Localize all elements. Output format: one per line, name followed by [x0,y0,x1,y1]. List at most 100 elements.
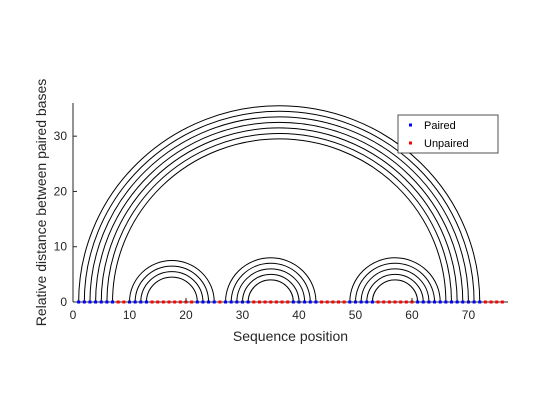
paired-base-marker [144,300,148,304]
pair-arc [145,276,198,303]
pair-arc [78,105,481,303]
pair-arc [371,279,419,303]
paired-base-marker [303,300,307,304]
unpaired-base-marker [382,300,386,304]
unpaired-base-marker [404,300,408,304]
unpaired-base-marker [500,300,504,304]
pair-arc [366,273,424,303]
pair-arc [241,273,300,303]
unpaired-base-marker [376,300,380,304]
pair-arc [140,271,204,303]
paired-base-marker [433,300,437,304]
unpaired-base-marker [325,300,329,304]
unpaired-base-marker [218,300,222,304]
pair-arc [349,257,441,303]
paired-base-marker [416,300,420,304]
pair-arc [236,268,306,303]
paired-base-marker [88,300,92,304]
pair-arc [100,127,458,303]
unpaired-base-marker [116,300,120,304]
y-axis-label: Relative distance between paired bases [33,79,49,327]
unpaired-base-marker [178,300,182,304]
base-markers-group [77,300,504,304]
unpaired-base-marker [190,300,194,304]
paired-base-marker [229,300,233,304]
unpaired-base-marker [150,300,154,304]
paired-base-marker [370,300,374,304]
unpaired-base-marker [122,300,126,304]
x-tick-label: 70 [462,308,476,322]
unpaired-base-marker [489,300,493,304]
unpaired-base-marker [399,300,403,304]
paired-base-marker [455,300,459,304]
x-tick-label: 60 [405,308,419,322]
x-axis-label: Sequence position [233,328,348,344]
paired-base-marker [201,300,205,304]
unpaired-base-marker [269,300,273,304]
unpaired-base-marker [286,300,290,304]
legend-box [397,114,499,154]
paired-base-marker [139,300,143,304]
unpaired-base-marker [342,300,346,304]
paired-base-marker [478,300,482,304]
y-tick-label: 30 [54,129,68,143]
paired-base-marker [99,300,103,304]
y-tick-label: 0 [60,295,67,309]
paired-base-marker [314,300,318,304]
unpaired-base-marker [173,300,177,304]
y-ticks-group: 0 10 20 30 [54,129,77,309]
y-tick-label: 10 [54,240,68,254]
unpaired-base-marker [167,300,171,304]
x-tick-label: 0 [70,308,77,322]
pair-arc [89,116,469,303]
unpaired-base-marker [257,300,261,304]
pair-arc [225,257,317,303]
pair-arc [112,138,447,303]
unpaired-base-marker [393,300,397,304]
paired-base-marker [105,300,109,304]
arcs-group [78,105,481,303]
unpaired-base-marker [387,300,391,304]
x-tick-label: 40 [292,308,306,322]
paired-base-marker [207,300,211,304]
legend-marker-unpaired [409,141,412,145]
unpaired-base-marker [495,300,499,304]
pair-arc [247,279,294,303]
pair-arc [230,262,311,303]
x-tick-label: 50 [349,308,363,322]
paired-base-marker [94,300,98,304]
paired-base-marker [82,300,86,304]
paired-base-marker [461,300,465,304]
pair-arc [354,263,436,303]
paired-base-marker [308,300,312,304]
paired-base-marker [472,300,476,304]
unpaired-base-marker [156,300,160,304]
paired-base-marker [111,300,115,304]
unpaired-base-marker [337,300,341,304]
paired-base-marker [235,300,239,304]
legend: Paired Unpaired [397,114,499,154]
paired-base-marker [246,300,250,304]
paired-base-marker [224,300,228,304]
pair-arc [83,111,475,303]
unpaired-base-marker [274,300,278,304]
unpaired-base-marker [483,300,487,304]
paired-base-marker [450,300,454,304]
unpaired-base-marker [320,300,324,304]
x-tick-label: 30 [236,308,250,322]
pair-arc [360,268,430,303]
paired-base-marker [195,300,199,304]
x-ticks-group: 0 10 20 30 40 50 60 70 [70,298,476,322]
unpaired-base-marker [263,300,267,304]
unpaired-base-marker [252,300,256,304]
paired-base-marker [438,300,442,304]
pair-arc [128,260,215,303]
unpaired-base-marker [331,300,335,304]
unpaired-base-marker [280,300,284,304]
paired-base-marker [427,300,431,304]
paired-base-marker [291,300,295,304]
pair-arc [95,122,464,303]
x-tick-label: 10 [123,308,137,322]
